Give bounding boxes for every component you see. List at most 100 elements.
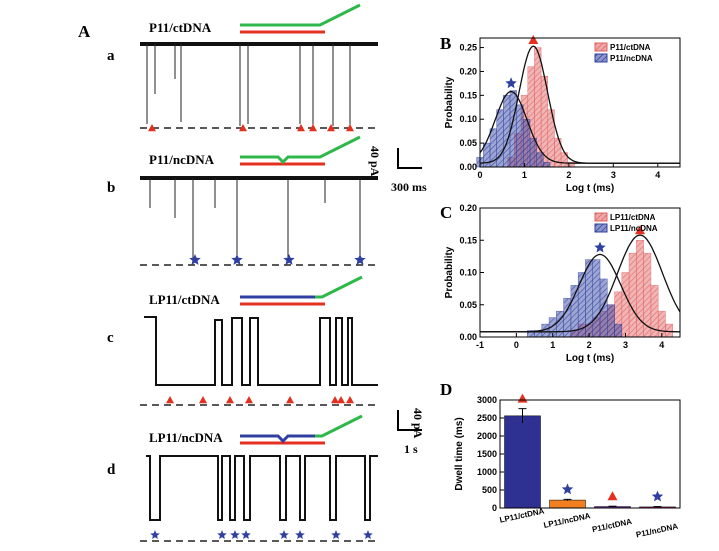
- triangle-bar-marker: [517, 393, 528, 403]
- trace-label-a: P11/ctDNA: [149, 20, 212, 35]
- star-marker-d: [331, 530, 341, 539]
- x-tick-label: 2: [566, 170, 571, 180]
- histogram-chart-c: 0.00 0.05 0.10 0.15 0.20 -1 0 1 2 3 4 Log t (ms) Pro…: [444, 203, 681, 364]
- panel-letter-a-main: A: [78, 22, 91, 41]
- y-tick-label: 0.15: [459, 235, 477, 245]
- triangle-marker-c: [331, 396, 339, 404]
- y-tick-label: 3000: [477, 395, 497, 405]
- y-tick-label: 2000: [477, 431, 497, 441]
- histogram-bar: [621, 272, 630, 338]
- triangle-marker-c: [245, 396, 253, 404]
- y-tick-label: 0.20: [459, 66, 477, 76]
- star-marker-d: [150, 530, 160, 539]
- category-label: P11/ctDNA: [591, 517, 633, 534]
- histogram-bar: [536, 152, 544, 168]
- dna-strand-top: [240, 135, 361, 165]
- peptide-strand: [240, 434, 315, 444]
- histogram-bar: [592, 259, 601, 338]
- dna-strand-top: [315, 275, 363, 299]
- y-tick-label: 0.10: [459, 114, 477, 124]
- x-axis-label: Log t (ms): [566, 183, 614, 194]
- triangle-marker-c: [199, 396, 207, 404]
- legend-swatch: [594, 53, 608, 63]
- x-tick-label: 0: [477, 170, 482, 180]
- histogram-bar: [607, 304, 615, 338]
- x-tick-label: 1: [550, 340, 555, 350]
- star-marker-b: [283, 254, 295, 265]
- gaussian-fit-line: [479, 90, 680, 164]
- category-label: P11/ncDNA: [635, 522, 679, 540]
- dwell-bar: [549, 499, 586, 509]
- legend-swatch: [594, 212, 608, 222]
- y-tick-label: 2500: [477, 413, 497, 423]
- star-marker-d: [241, 530, 251, 539]
- dna-strand-top: [240, 3, 361, 27]
- triangle-marker-a: [148, 124, 156, 132]
- star-marker-d: [230, 530, 240, 539]
- y-axis-label: Probability: [444, 246, 455, 298]
- category-label: LP11/ctDNA: [499, 506, 545, 524]
- histogram-bar: [665, 323, 673, 338]
- histogram-bar: [503, 95, 511, 168]
- triangle-peak-marker: [528, 34, 539, 44]
- star-marker-d: [295, 530, 305, 539]
- gaussian-fit-line: [480, 253, 680, 333]
- panel-letter-d: D: [440, 380, 453, 399]
- star-marker-d: [279, 530, 289, 539]
- triangle-marker-a: [309, 124, 317, 132]
- trace-d-waveform: [146, 455, 378, 521]
- histogram-bar: [556, 310, 564, 338]
- x-axis-label: Log t (ms): [566, 353, 614, 364]
- star-bar-marker: [651, 490, 664, 502]
- scale-bar-bottom: [397, 410, 422, 431]
- triangle-marker-c: [286, 396, 294, 404]
- y-axis-label: Probability: [444, 76, 455, 128]
- star-marker-d: [363, 530, 373, 539]
- x-tick-label: 4: [655, 170, 660, 180]
- sub-letter-c: c: [107, 330, 114, 346]
- panel-letter-c: C: [440, 203, 453, 222]
- y-tick-label: 1000: [477, 467, 497, 477]
- histogram-bar: [599, 278, 608, 338]
- x-tick-label: 4: [659, 340, 664, 350]
- y-tick-label: 0.00: [459, 332, 477, 342]
- dwell-bar: [504, 415, 541, 509]
- histogram-chart-b: 0.00 0.05 0.10 0.15 0.20 0.25 0 1 2 3 4 Log t (ms) P…: [444, 34, 681, 194]
- legend-label: LP11/ncDNA: [610, 224, 658, 233]
- star-marker-b: [189, 254, 201, 265]
- panel-letter-b: B: [440, 34, 452, 53]
- triangle-bar-marker: [607, 491, 618, 501]
- y-tick-label: 1500: [477, 449, 497, 459]
- star-marker-b: [231, 254, 243, 265]
- trace-label-c: LP11/ctDNA: [149, 292, 220, 307]
- legend-swatch: [594, 42, 608, 52]
- trace-c-waveform: [144, 316, 378, 386]
- legend-label: P11/ncDNA: [610, 54, 653, 63]
- triangle-peak-marker: [635, 225, 645, 235]
- star-peak-marker: [505, 77, 517, 89]
- sub-letter-b: b: [107, 180, 116, 196]
- x-tick-label: 2: [587, 340, 592, 350]
- y-tick-label: 0.15: [459, 90, 477, 100]
- trace-baseline: [140, 42, 378, 46]
- x-tick-label: 3: [611, 170, 616, 180]
- y-tick-label: 0.20: [459, 203, 477, 213]
- histogram-bar: [516, 104, 524, 168]
- x-tick-label: 1: [522, 170, 527, 180]
- y-tick-label: 500: [482, 485, 497, 495]
- dna-strand-top: [315, 414, 363, 438]
- star-bar-marker: [561, 483, 574, 495]
- legend-swatch: [594, 223, 608, 233]
- y-axis-label: Dwell time (ms): [454, 417, 465, 490]
- legend-label: P11/ctDNA: [610, 43, 651, 52]
- triangle-marker-a: [297, 124, 305, 132]
- triangle-marker-c: [226, 396, 234, 404]
- x-tick-label: 0: [514, 340, 519, 350]
- scale-time-bottom: 1 s: [404, 442, 418, 456]
- trace-label-d: LP11/ncDNA: [149, 430, 223, 445]
- triangle-marker-a: [239, 124, 247, 132]
- triangle-marker-c: [346, 396, 354, 404]
- y-tick-label: 0.00: [459, 162, 477, 172]
